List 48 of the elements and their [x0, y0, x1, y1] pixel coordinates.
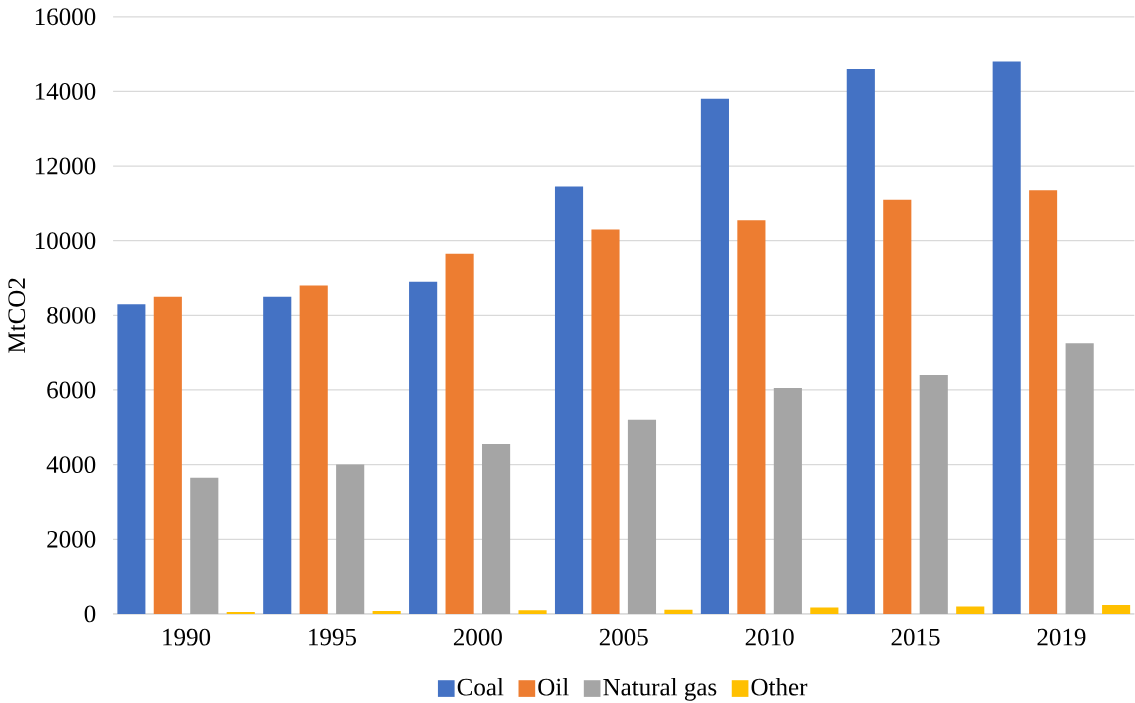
bar	[700, 98, 729, 614]
y-axis-title: MtCO2	[8, 278, 26, 353]
bar	[956, 606, 985, 614]
bar	[117, 304, 146, 614]
bar	[627, 419, 657, 614]
bar	[263, 296, 292, 614]
legend-label: Natural gas	[603, 677, 717, 701]
y-tick-label: 0	[84, 605, 96, 623]
x-tick-label: 2005	[599, 628, 648, 646]
bar	[372, 610, 401, 614]
bar	[1029, 190, 1058, 614]
bar	[482, 443, 511, 614]
y-tick-label: 10000	[35, 232, 96, 250]
bar	[409, 281, 438, 614]
legend-label: Coal	[457, 677, 504, 696]
y-tick-label: 14000	[35, 82, 96, 100]
legend-label: Oil	[538, 677, 569, 696]
bar	[445, 253, 474, 614]
bar	[883, 199, 912, 614]
x-tick-label: 1995	[309, 628, 356, 646]
bar	[554, 186, 584, 614]
bar	[664, 609, 693, 614]
y-tick-label: 12000	[35, 157, 96, 175]
bar	[737, 220, 766, 614]
bar	[992, 61, 1021, 614]
bar	[846, 68, 875, 614]
bar	[773, 387, 802, 614]
y-tick-label: 2000	[47, 530, 96, 548]
x-tick-label: 2015	[891, 628, 940, 646]
bar	[299, 285, 328, 614]
bar	[518, 610, 547, 614]
bar	[190, 477, 219, 614]
bar	[810, 607, 839, 614]
x-tick-label: 2019	[1037, 628, 1086, 646]
bar	[1065, 343, 1094, 614]
y-tick-label: 6000	[47, 381, 96, 399]
bar	[919, 374, 948, 614]
x-tick-label: 2000	[453, 628, 502, 646]
y-tick-label: 8000	[47, 306, 96, 324]
y-tick-label: 4000	[46, 456, 96, 473]
y-tick-label: 16000	[35, 8, 96, 26]
legend-label: Other	[751, 677, 808, 696]
bar	[591, 229, 620, 614]
bar	[153, 296, 182, 614]
bar	[336, 464, 365, 614]
bar	[1102, 604, 1131, 614]
x-tick-label: 1990	[163, 628, 211, 646]
x-tick-label: 2010	[745, 628, 794, 646]
